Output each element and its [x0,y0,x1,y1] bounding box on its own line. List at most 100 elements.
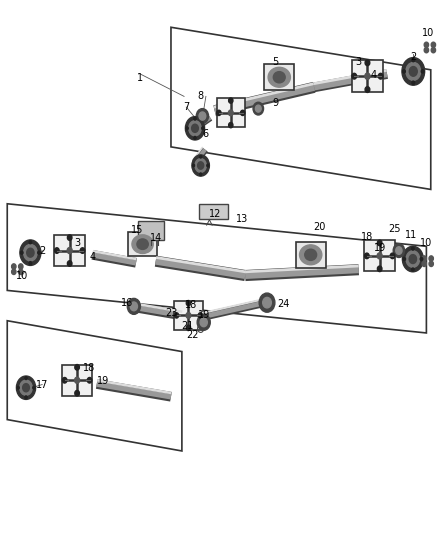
Circle shape [199,112,206,120]
Circle shape [194,117,196,120]
Circle shape [20,240,41,265]
Circle shape [406,251,420,268]
Circle shape [25,377,27,379]
Text: 2: 2 [39,246,45,255]
Text: 10: 10 [420,238,432,247]
FancyBboxPatch shape [174,301,203,330]
Circle shape [198,162,204,169]
Text: 13: 13 [236,214,248,224]
Circle shape [253,102,264,115]
Circle shape [29,241,32,244]
Circle shape [263,297,272,308]
Circle shape [431,47,435,53]
Text: 4: 4 [371,70,377,80]
Circle shape [365,87,370,92]
Circle shape [412,81,415,84]
Circle shape [191,124,198,132]
Circle shape [198,313,202,318]
Circle shape [378,266,382,272]
Circle shape [409,255,417,263]
Circle shape [421,70,424,73]
Ellipse shape [300,245,322,265]
Circle shape [406,62,420,80]
Text: 19: 19 [97,376,110,386]
Text: 5: 5 [272,57,279,67]
Circle shape [62,377,67,383]
Text: 14: 14 [149,233,162,244]
Text: 10: 10 [422,28,434,38]
Circle shape [424,42,428,47]
Circle shape [16,376,35,399]
Circle shape [390,253,395,259]
Circle shape [74,377,80,383]
Circle shape [197,314,210,330]
FancyBboxPatch shape [217,98,245,127]
Circle shape [38,251,40,254]
Ellipse shape [132,235,153,254]
Circle shape [130,302,138,311]
Circle shape [192,155,209,176]
Circle shape [420,257,423,261]
Circle shape [17,386,19,389]
Circle shape [67,261,72,266]
Text: 9: 9 [273,98,279,108]
Circle shape [195,159,206,172]
Circle shape [55,248,59,253]
Circle shape [228,110,233,116]
Text: 23: 23 [165,308,177,318]
Circle shape [200,318,207,327]
Text: 20: 20 [313,222,325,232]
Circle shape [18,264,23,269]
Circle shape [12,269,16,274]
Circle shape [20,380,32,395]
Circle shape [24,245,37,261]
Circle shape [217,110,221,116]
Circle shape [186,312,191,318]
Text: 7: 7 [183,102,189,112]
Circle shape [33,386,35,389]
Text: 3: 3 [74,238,80,247]
Circle shape [422,256,426,261]
Circle shape [75,365,79,370]
Circle shape [186,325,191,330]
Circle shape [202,127,204,130]
Circle shape [186,127,188,130]
Circle shape [393,244,405,257]
Text: 18: 18 [83,362,95,373]
Circle shape [229,123,233,128]
Circle shape [412,59,415,62]
Circle shape [75,391,79,396]
Text: 10: 10 [15,271,28,281]
Text: 22: 22 [187,329,199,340]
Circle shape [67,247,72,254]
FancyBboxPatch shape [62,365,92,395]
Text: 21: 21 [181,321,194,331]
Circle shape [396,247,402,254]
Circle shape [352,74,357,79]
Circle shape [403,246,424,272]
FancyBboxPatch shape [54,235,85,266]
Circle shape [200,156,202,158]
Circle shape [200,173,202,175]
Text: 18: 18 [184,300,197,310]
Circle shape [186,301,191,306]
Circle shape [25,396,27,399]
Circle shape [424,47,428,53]
Circle shape [364,253,369,259]
Circle shape [403,257,406,261]
FancyBboxPatch shape [364,240,395,271]
FancyBboxPatch shape [128,232,157,256]
Ellipse shape [305,249,317,261]
Text: 19: 19 [374,243,386,253]
Circle shape [365,73,370,79]
Circle shape [29,262,32,265]
Circle shape [403,70,405,73]
Circle shape [378,74,383,79]
Circle shape [259,293,275,312]
Circle shape [410,67,417,76]
Text: 2: 2 [410,52,417,61]
Circle shape [192,164,194,167]
FancyBboxPatch shape [199,204,228,219]
Circle shape [412,247,414,250]
FancyBboxPatch shape [296,242,325,268]
